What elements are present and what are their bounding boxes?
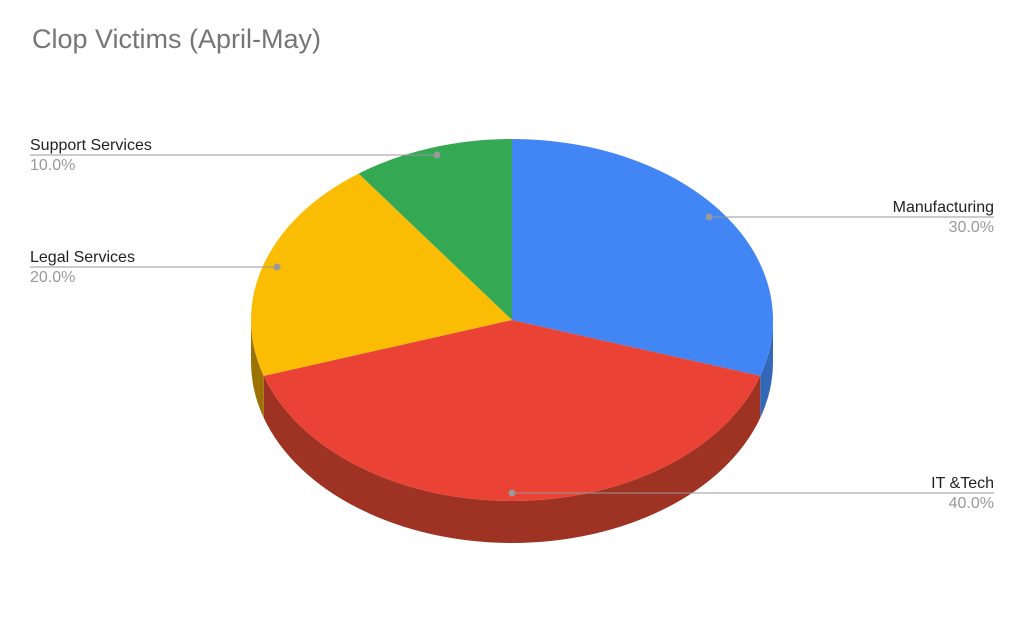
svg-text:20.0%: 20.0%	[30, 269, 75, 286]
svg-text:10.0%: 10.0%	[30, 157, 75, 174]
svg-text:Support Services: Support Services	[30, 137, 152, 154]
svg-text:30.0%: 30.0%	[949, 219, 994, 236]
svg-text:40.0%: 40.0%	[949, 495, 994, 512]
svg-text:Legal Services: Legal Services	[30, 249, 135, 266]
svg-text:Manufacturing: Manufacturing	[893, 199, 994, 216]
svg-text:IT &Tech: IT &Tech	[931, 475, 994, 492]
